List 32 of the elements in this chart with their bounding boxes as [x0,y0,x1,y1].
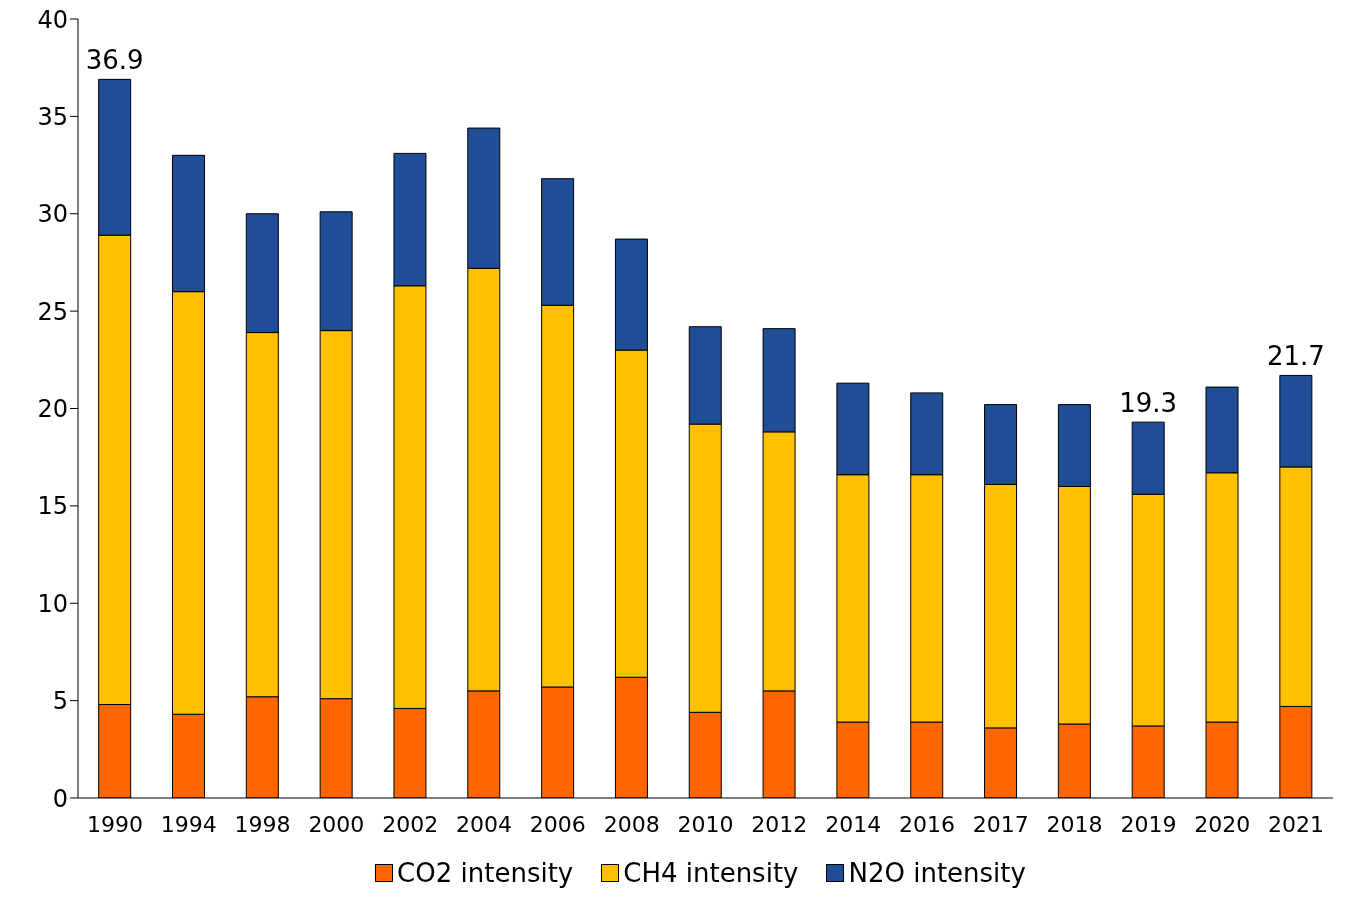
y-tick-label: 40 [37,5,68,34]
x-tick-label: 2010 [677,811,734,837]
x-tick-label: 2020 [1194,811,1251,837]
x-tick-label: 2018 [1046,811,1103,837]
x-tick-label: 2002 [382,811,439,837]
x-tick-label: 2016 [898,811,955,837]
y-tick-label: 5 [52,687,68,716]
x-tick-label: 2021 [1268,811,1325,837]
x-tick-label: 2004 [456,811,513,837]
x-tick-label: 2006 [529,811,586,837]
y-tick-label: 30 [37,200,68,229]
total-label: 21.7 [1266,341,1325,372]
y-tick-label: 35 [37,102,68,131]
x-tick-label: 2012 [751,811,808,837]
x-tick-label: 2014 [825,811,882,837]
x-tick-label: 1994 [160,811,217,837]
x-tick-label: 2008 [603,811,660,837]
x-tick-label: 2019 [1120,811,1177,837]
y-tick-label: 10 [37,589,68,618]
total-label: 19.3 [1119,388,1178,419]
total-label: 36.9 [85,45,144,76]
y-tick-label: 25 [37,297,68,326]
x-tick-label: 2017 [972,811,1029,837]
x-tick-label: 2000 [308,811,365,837]
x-tick-label: 1990 [86,811,143,837]
x-tick-label: 1998 [234,811,291,837]
y-tick-label: 0 [52,784,68,813]
legend-label: CH4 intensity [622,858,799,888]
y-tick-label: 20 [37,395,68,424]
legend-label: CO2 intensity [396,858,574,888]
y-tick-label: 15 [37,492,68,521]
legend-label: N2O intensity [847,858,1026,888]
